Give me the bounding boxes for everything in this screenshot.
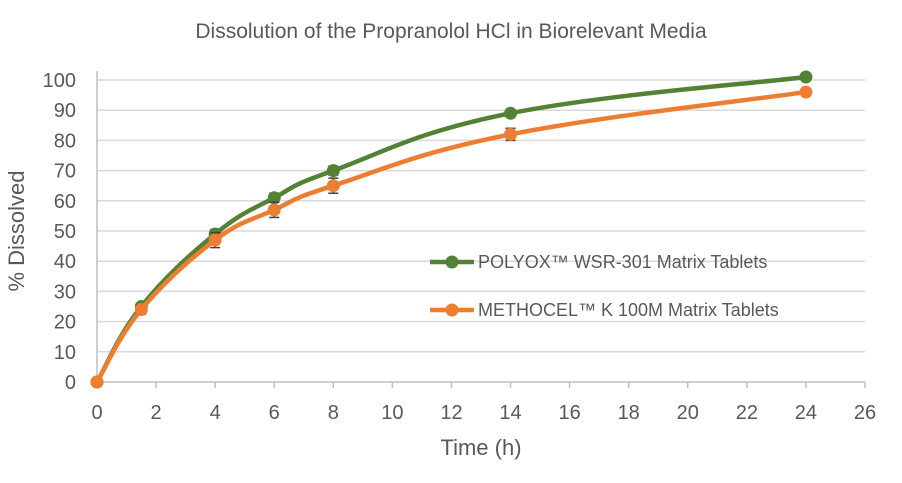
series-1 [90,85,813,389]
legend: POLYOX™ WSR-301 Matrix Tablets METHOCEL™… [430,252,779,320]
y-tick-label: 10 [54,342,76,364]
data-point[interactable] [208,233,222,247]
y-tick-label: 30 [54,281,76,303]
y-tick-label: 60 [54,191,76,213]
data-point[interactable] [134,303,148,317]
x-tick-label: 16 [558,402,580,424]
y-tick-label: 50 [54,221,76,243]
legend-label: POLYOX™ WSR-301 Matrix Tablets [478,252,767,272]
x-tick-label: 4 [210,402,221,424]
data-point[interactable] [267,203,281,217]
x-tick-label: 6 [269,402,280,424]
data-point[interactable] [504,127,518,141]
legend-item-1[interactable]: METHOCEL™ K 100M Matrix Tablets [430,300,779,320]
legend-swatch-marker [445,303,459,317]
x-tick-label: 20 [677,402,699,424]
series-0 [90,70,813,389]
data-point[interactable] [326,164,340,178]
data-point[interactable] [799,70,813,84]
x-tick-label: 0 [91,402,102,424]
x-tick-label: 2 [151,402,162,424]
x-tick-label: 12 [440,402,462,424]
y-tick-label: 20 [54,312,76,334]
data-point[interactable] [799,85,813,99]
x-tick-label: 14 [499,402,521,424]
data-point[interactable] [90,375,104,389]
legend-swatch-marker [445,255,459,269]
x-tick-label: 26 [854,402,876,424]
y-tick-label: 100 [43,70,76,92]
x-tick-labels: 0 2 4 6 8 10 12 14 16 18 20 22 24 26 [91,402,876,424]
series-line [94,74,809,385]
x-tick-label: 18 [618,402,640,424]
x-tick-label: 24 [795,402,817,424]
legend-label: METHOCEL™ K 100M Matrix Tablets [478,300,779,320]
data-point[interactable] [326,179,340,193]
x-tick-label: 22 [736,402,758,424]
x-tick-label: 10 [381,402,403,424]
x-tick-label: 8 [328,402,339,424]
y-tick-label: 90 [54,100,76,122]
data-point[interactable] [267,191,281,205]
x-axis-label: Time (h) [440,435,521,460]
y-tick-labels: 0 10 20 30 40 50 60 70 80 90 100 [43,70,76,394]
grid [97,79,865,353]
chart-title: Dissolution of the Propranolol HCl in Bi… [195,20,707,43]
series-line [94,89,809,385]
y-axis-label: % Dissolved [4,170,29,291]
y-tick-label: 70 [54,161,76,183]
y-tick-label: 0 [65,372,76,394]
y-tick-label: 80 [54,130,76,152]
series-group [90,70,813,389]
legend-item-0[interactable]: POLYOX™ WSR-301 Matrix Tablets [430,252,767,272]
data-point[interactable] [504,106,518,120]
y-tick-label: 40 [54,251,76,273]
